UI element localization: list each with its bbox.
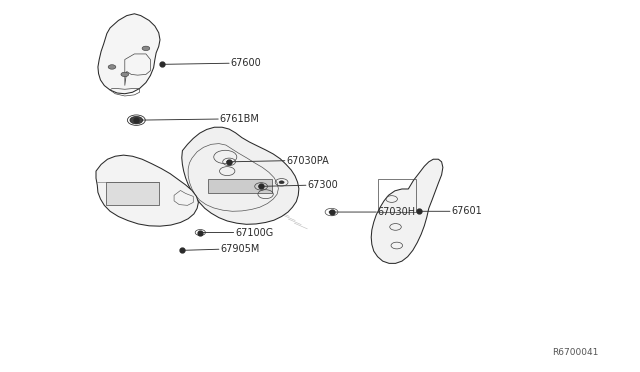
Text: 67030H: 67030H [378, 207, 416, 217]
Polygon shape [182, 127, 299, 224]
Bar [378, 179, 416, 212]
Text: 67600: 67600 [230, 58, 261, 68]
Circle shape [329, 211, 334, 214]
Circle shape [130, 116, 143, 124]
Circle shape [227, 160, 232, 163]
Circle shape [198, 231, 202, 234]
Bar [106, 182, 159, 205]
Text: 67905M: 67905M [220, 244, 260, 254]
Polygon shape [96, 155, 198, 226]
Text: 67030PA: 67030PA [287, 156, 330, 166]
Circle shape [108, 65, 116, 69]
Text: 67601: 67601 [452, 206, 483, 216]
Circle shape [259, 185, 264, 188]
Text: R6700041: R6700041 [552, 348, 598, 357]
Text: 67300: 67300 [307, 180, 338, 190]
Text: 67100G: 67100G [235, 228, 273, 237]
Bar [208, 179, 272, 193]
Circle shape [279, 181, 284, 184]
Circle shape [142, 46, 150, 51]
Polygon shape [371, 159, 443, 263]
Circle shape [121, 72, 129, 77]
Polygon shape [98, 14, 160, 94]
Text: 6761BM: 6761BM [220, 114, 259, 124]
